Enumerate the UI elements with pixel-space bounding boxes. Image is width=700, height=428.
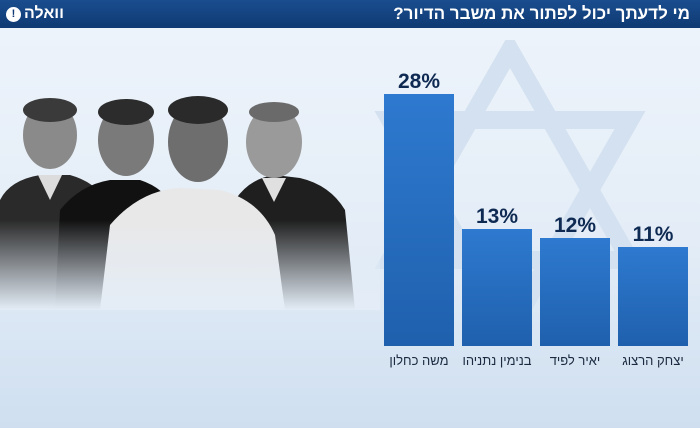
bar-2	[462, 229, 532, 346]
category-label-1: משה כחלון	[389, 353, 448, 368]
header-bar: וואלה ! מי לדעתך יכול לפתור את משבר הדיו…	[0, 0, 700, 28]
value-label-2: 13%	[476, 205, 518, 228]
value-label-4: 11%	[633, 223, 674, 246]
category-label-2: בנימין נתניהו	[462, 353, 531, 368]
bar-3	[540, 238, 610, 346]
walla-logo-icon: !	[6, 6, 21, 22]
value-labels-group: 28% 13% 12% 11%	[398, 70, 674, 246]
bars-group	[384, 94, 688, 346]
category-label-3: יאיר לפיד	[550, 353, 601, 368]
value-label-1: 28%	[398, 70, 440, 93]
walla-logo-text: וואלה	[24, 5, 64, 22]
politicians-photo	[0, 96, 380, 310]
bar-1	[384, 94, 454, 346]
walla-logo[interactable]: וואלה !	[0, 5, 64, 23]
page-title: מי לדעתך יכול לפתור את משבר הדיור?	[393, 4, 690, 23]
category-label-4: יצחק הרצוג	[622, 353, 683, 368]
value-label-3: 12%	[554, 214, 596, 237]
category-labels-group: משה כחלון בנימין נתניהו יאיר לפיד יצחק הרצו…	[389, 353, 683, 368]
bar-4	[618, 247, 688, 346]
